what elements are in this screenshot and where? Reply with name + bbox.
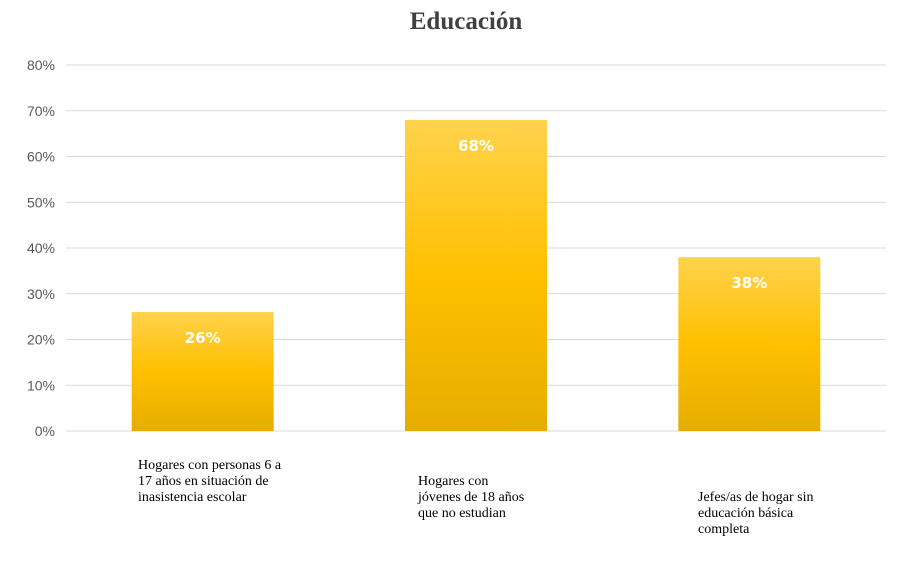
x-category-label: Jefes/as de hogar sin educación básica c…	[698, 490, 814, 537]
bar	[405, 119, 547, 432]
y-axis-ticks: 0% 10% 20% 30% 40% 50% 60% 70% 80%	[27, 57, 55, 439]
bar	[678, 257, 821, 431]
x-category-label: Hogares con personas 6 a 17 años en situ…	[138, 458, 282, 505]
bar	[131, 312, 274, 431]
y-tick-label: 80%	[27, 57, 55, 73]
data-label: 68%	[458, 137, 494, 155]
bars	[131, 119, 821, 432]
y-tick-label: 0%	[35, 423, 55, 439]
data-label: 38%	[731, 274, 767, 292]
y-tick-label: 20%	[27, 332, 55, 348]
y-tick-label: 30%	[27, 286, 55, 302]
x-category-label: Hogares con jóvenes de 18 años que no es…	[418, 474, 525, 521]
data-labels: 26% 68% 38%	[185, 137, 768, 347]
y-tick-label: 60%	[27, 149, 55, 165]
y-tick-label: 10%	[27, 377, 55, 393]
y-tick-label: 40%	[27, 240, 55, 256]
y-tick-label: 70%	[27, 103, 55, 119]
y-tick-label: 50%	[27, 194, 55, 210]
data-label: 26%	[185, 329, 221, 347]
chart-title: Educación	[410, 8, 523, 35]
